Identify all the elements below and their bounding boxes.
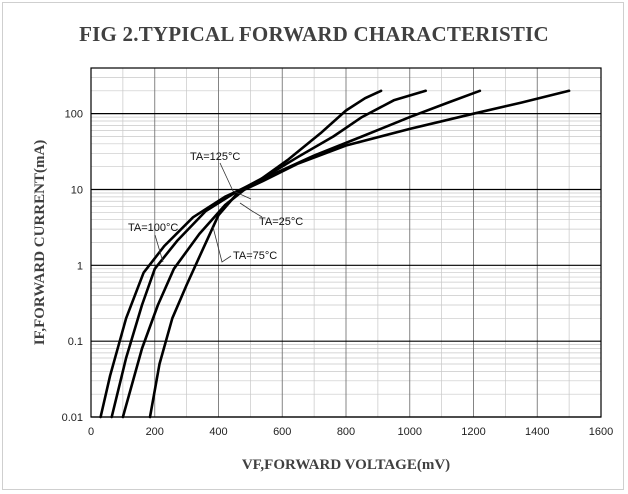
x-tick-label: 1600 [589,426,613,438]
annotation-leader-2 [239,202,263,218]
y-tick-label: 10 [71,184,83,196]
y-tick-label: 100 [65,109,83,121]
x-tick-label: 1000 [398,426,422,438]
x-tick-label: 1400 [525,426,549,438]
series-line-2 [121,89,482,419]
annotation-leader-1 [154,234,164,263]
x-tick-label: 0 [88,426,94,438]
plot-border [90,67,602,418]
annotation-ta125: TA=125°C [190,151,240,163]
annotation-ta100: TA=100°C [128,222,178,234]
series-line-1 [110,89,427,419]
x-tick-label: 800 [337,426,355,438]
y-tick-label: 0.01 [62,412,83,424]
y-tick-label: 1 [77,260,83,272]
annotation-leader-0 [219,162,252,200]
annotation-ta25: TA=25°C [259,216,303,228]
series-line-3 [148,89,571,419]
y-tick-label: 0.1 [68,336,83,348]
chart-title: FIG 2.TYPICAL FORWARD CHARACTERISTIC [79,22,549,46]
chart-frame [2,2,624,490]
x-tick-label: 400 [209,426,227,438]
annotation-ta75: TA=75°C [233,250,277,262]
x-tick-label: 1200 [461,426,485,438]
series-line-0 [99,89,383,419]
y-axis-label: IF,FORWARD CURRENT(mA) [32,140,48,346]
x-tick-label: 600 [273,426,291,438]
annotation-leader-3 [212,226,232,263]
x-axis-label: VF,FORWARD VOLTAGE(mV) [242,457,450,473]
x-tick-label: 200 [146,426,164,438]
